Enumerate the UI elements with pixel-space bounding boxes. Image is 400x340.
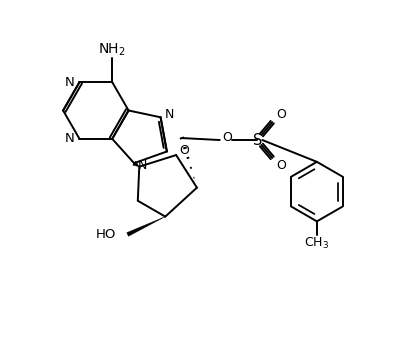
Text: HO: HO: [95, 228, 116, 241]
Text: N: N: [164, 108, 174, 121]
Polygon shape: [133, 161, 139, 167]
Text: N: N: [65, 75, 74, 89]
Text: O: O: [223, 131, 232, 143]
Text: S: S: [253, 133, 262, 148]
Text: N: N: [138, 159, 148, 172]
Polygon shape: [127, 217, 165, 236]
Text: NH$_2$: NH$_2$: [98, 41, 126, 57]
Text: O: O: [276, 108, 286, 121]
Text: CH$_3$: CH$_3$: [304, 236, 330, 251]
Text: O: O: [276, 159, 286, 172]
Text: O: O: [179, 143, 189, 157]
Text: N: N: [65, 132, 74, 145]
